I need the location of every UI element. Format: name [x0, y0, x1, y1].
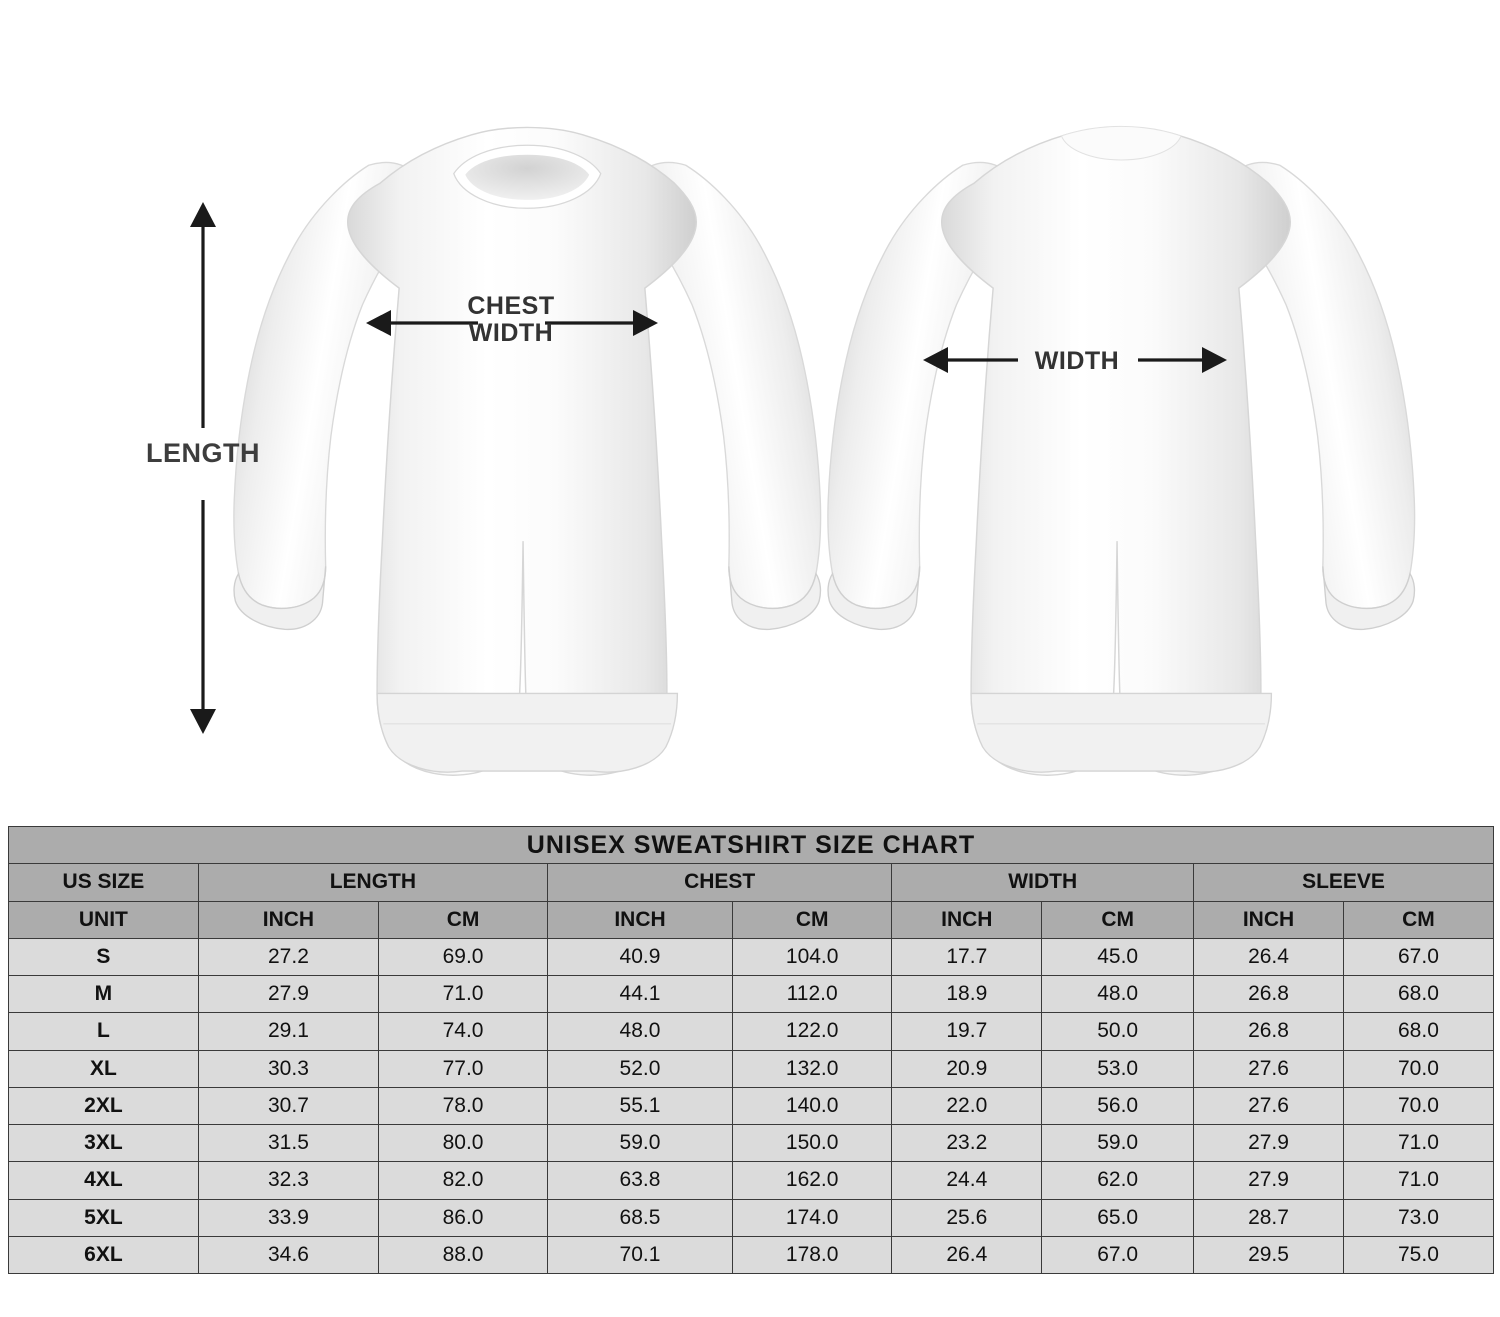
svg-text:CHEST: CHEST	[467, 292, 554, 320]
svg-text:WIDTH: WIDTH	[469, 319, 553, 347]
svg-text:WIDTH: WIDTH	[1035, 347, 1119, 375]
svg-text:LENGTH: LENGTH	[146, 438, 260, 468]
